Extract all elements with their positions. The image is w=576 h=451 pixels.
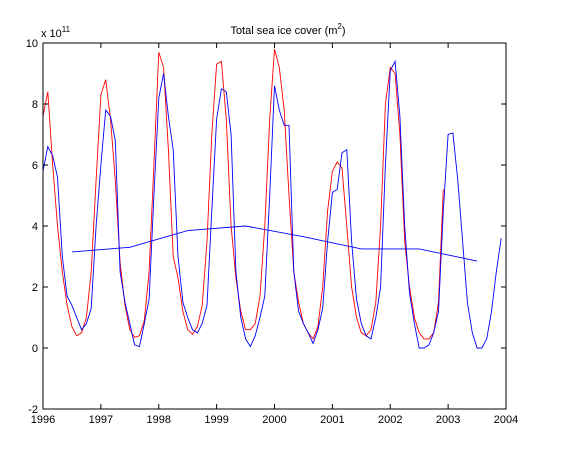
x-tick-label: 2000 xyxy=(262,414,286,426)
x-tick-label: 1999 xyxy=(204,414,228,426)
series-line-3 xyxy=(71,225,478,262)
y-tick-label: 0 xyxy=(32,343,38,355)
y-tick-label: 4 xyxy=(32,221,38,233)
y-tick-label: 10 xyxy=(26,38,38,50)
chart-title: Total sea ice cover (m2) xyxy=(230,22,345,37)
axes-group: 1996 1997 1998 1999 2000 2001 2002 2003 2004 -2 0 2… xyxy=(26,38,518,426)
x-tick-label: 1998 xyxy=(147,414,171,426)
x-tick-label: 2004 xyxy=(494,414,518,426)
plot-background xyxy=(43,43,506,409)
y-tick-label: 2 xyxy=(32,282,38,294)
y-tick-label: 6 xyxy=(32,160,38,172)
x-tick-label: 2003 xyxy=(436,414,460,426)
series-line-1 xyxy=(42,48,444,340)
y-tick-label: 8 xyxy=(32,99,38,111)
series-group xyxy=(42,48,502,349)
series-line-2 xyxy=(42,59,502,349)
x-tick-label: 2002 xyxy=(378,414,402,426)
y-exponent-label: x 1011 xyxy=(41,25,71,40)
plot-area xyxy=(43,43,506,409)
y-tick-label: -2 xyxy=(28,404,38,416)
x-tick-label: 2001 xyxy=(320,414,344,426)
x-tick-label: 1997 xyxy=(89,414,113,426)
x-tick-label: 1996 xyxy=(31,414,55,426)
